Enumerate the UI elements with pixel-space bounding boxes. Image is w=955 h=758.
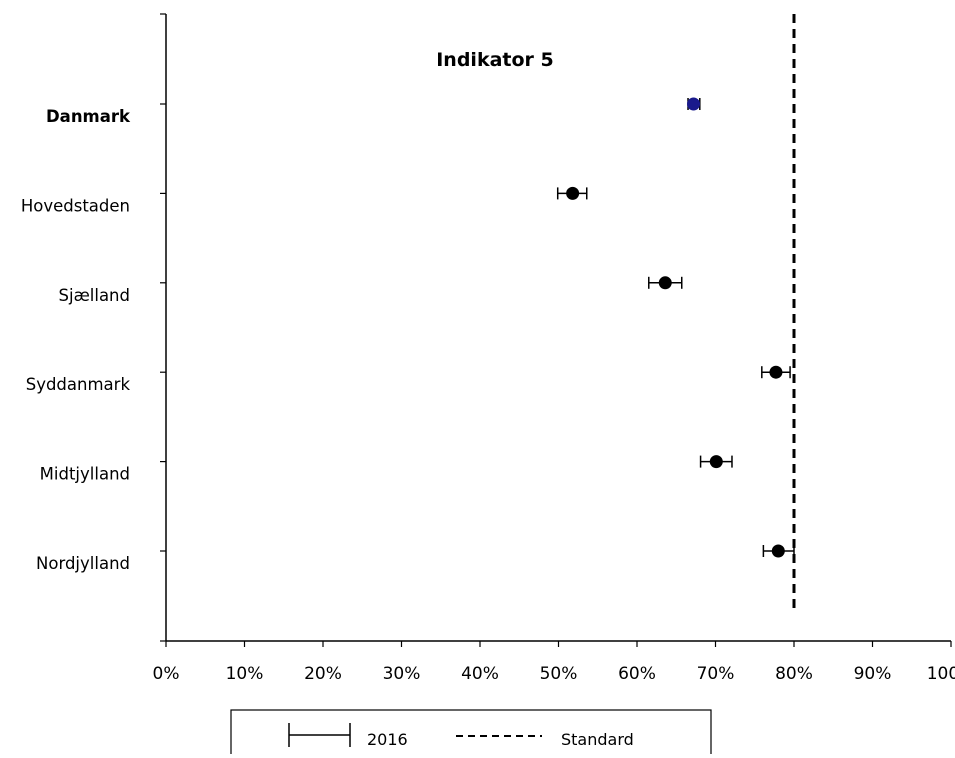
- x-tick-label: 50%: [540, 664, 578, 684]
- x-tick-label: 70%: [697, 664, 735, 684]
- data-point: [566, 186, 580, 200]
- data-point: [769, 365, 783, 379]
- x-tick-label: 30%: [383, 664, 421, 684]
- x-tick-label: 10%: [226, 664, 264, 684]
- category-label: Sjælland: [59, 286, 130, 305]
- x-tick-label: 0%: [153, 664, 180, 684]
- x-tick-label: 40%: [461, 664, 499, 684]
- category-label: Hovedstaden: [21, 196, 130, 215]
- x-tick-label: 100%: [927, 664, 955, 684]
- data-point: [771, 544, 785, 558]
- category-label: Syddanmark: [26, 375, 131, 394]
- x-tick-label: 90%: [854, 664, 892, 684]
- chart-title: Indikator 5: [436, 49, 554, 71]
- category-label: Nordjylland: [36, 554, 130, 573]
- legend: 2016 Standard: [230, 709, 712, 758]
- category-label: Danmark: [46, 107, 131, 126]
- x-tick-label: 20%: [304, 664, 342, 684]
- chart-marks: [556, 14, 796, 612]
- data-point: [709, 455, 723, 469]
- axes: 0% 10% 20% 30% 40% 50% 60% 70% 80% 90% 100% Danmark…: [21, 13, 955, 684]
- data-point: [658, 276, 672, 290]
- legend-label-standard: Standard: [561, 730, 634, 749]
- legend-label-2016: 2016: [367, 730, 408, 749]
- data-point: [687, 97, 701, 111]
- x-tick-label: 60%: [618, 664, 656, 684]
- x-tick-label: 80%: [775, 664, 813, 684]
- legend-box: [230, 709, 712, 758]
- category-label: Midtjylland: [40, 465, 130, 484]
